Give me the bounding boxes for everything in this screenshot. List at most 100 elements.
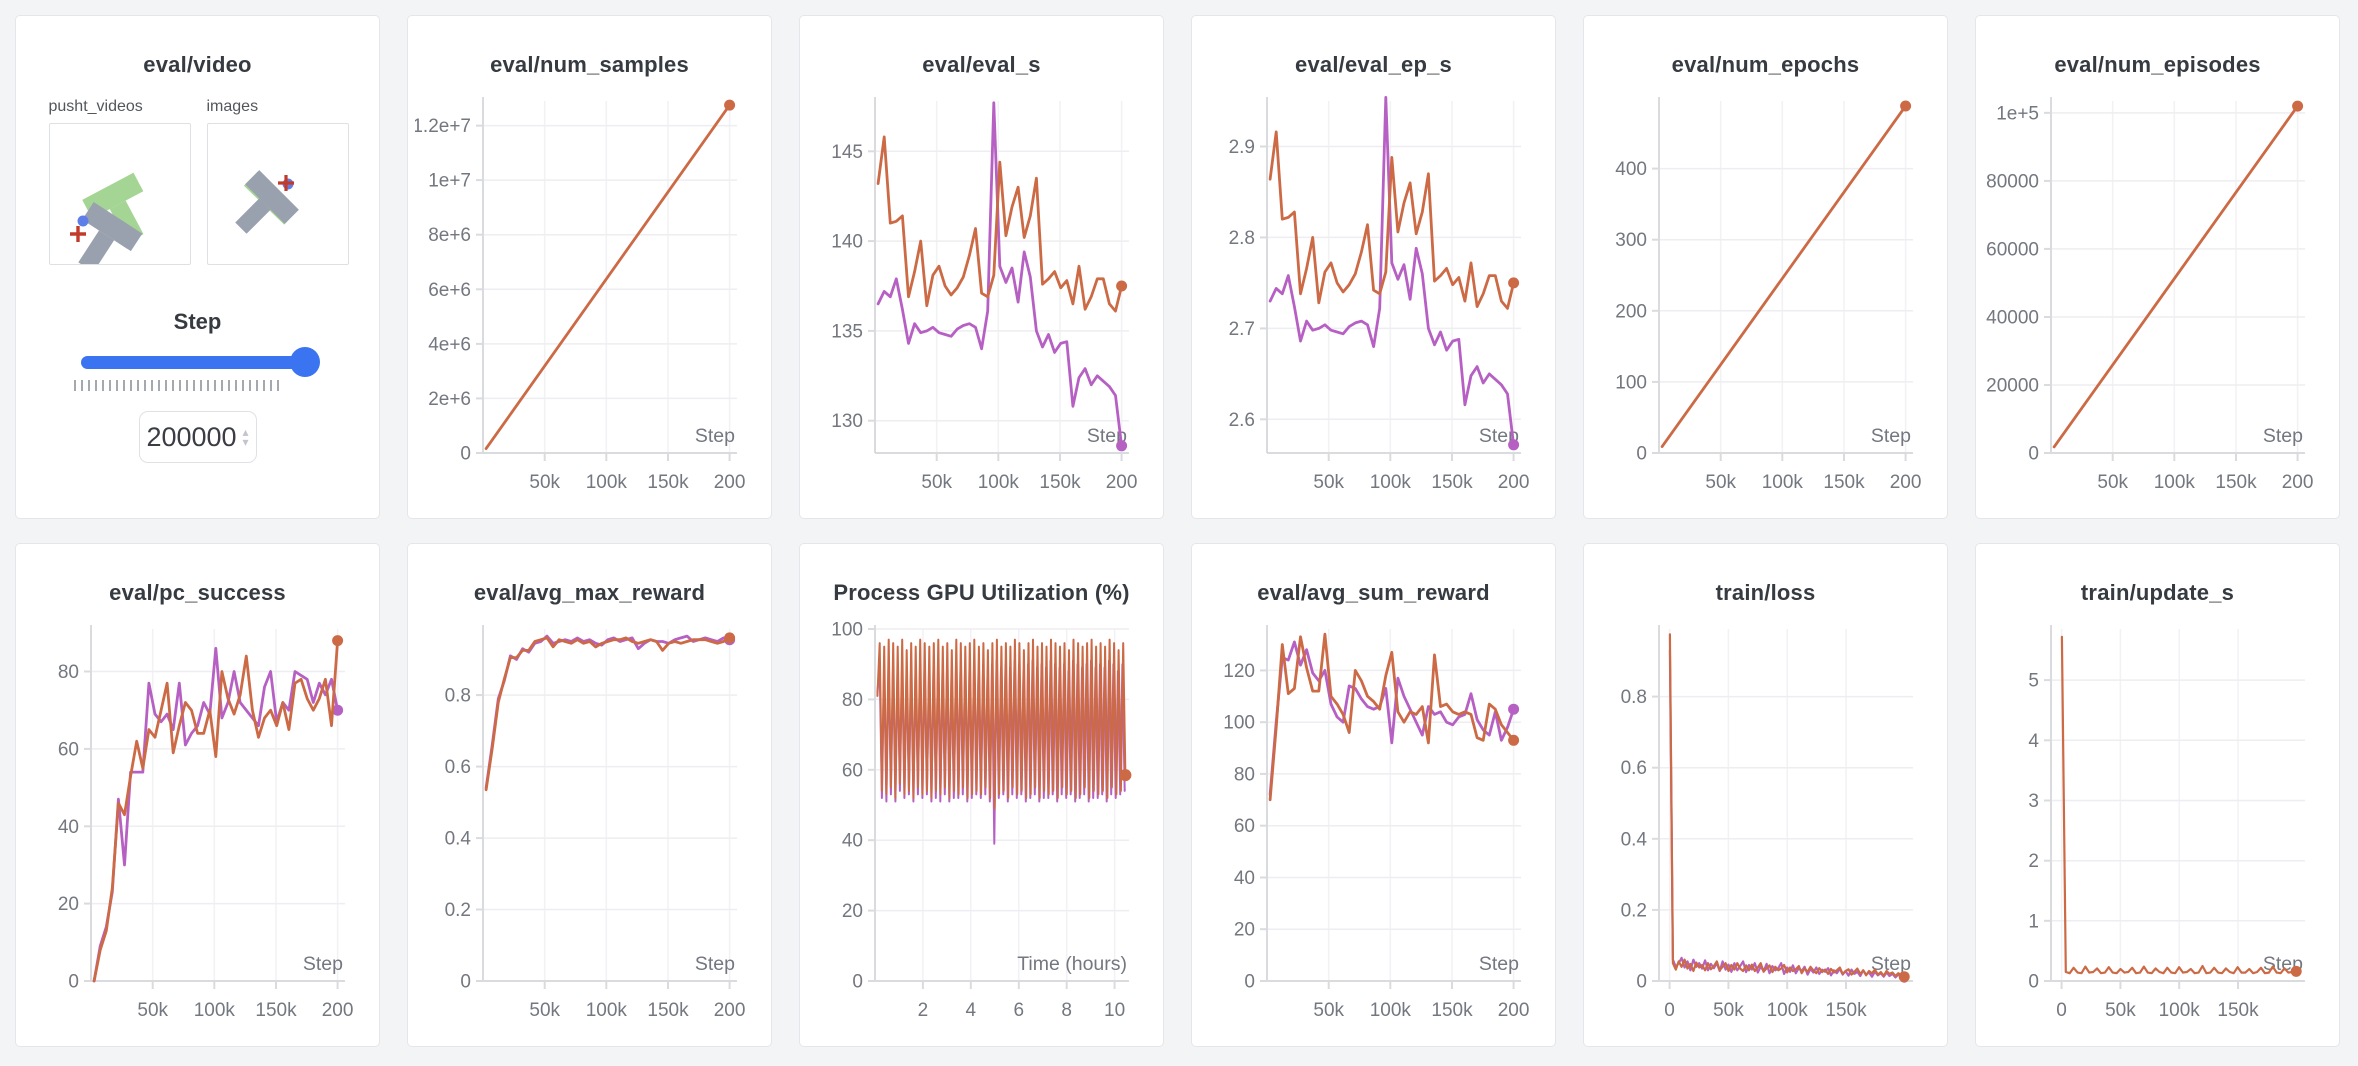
step-slider-label: Step xyxy=(173,309,222,334)
step-slider[interactable] xyxy=(80,347,320,377)
media-images: images xyxy=(206,98,349,265)
chart-panel[interactable]: eval/num_episodes 0 20000 40000 60000 80000 1e… xyxy=(1975,15,2340,519)
chart-title: eval/pc_success xyxy=(109,580,286,605)
y-tick-label: 0 xyxy=(852,972,863,993)
y-tick-label: 1.2e+7 xyxy=(415,116,471,137)
y-tick-label: 400 xyxy=(1615,159,1647,180)
chart-plot[interactable]: 0 20 40 60 80 100 120 50k 100k 150k 200 Step xyxy=(1199,620,1548,1036)
chart-title: eval/eval_s xyxy=(922,52,1041,77)
x-tick-label: 4 xyxy=(966,1000,977,1021)
y-tick-label: 20 xyxy=(1234,920,1255,941)
x-tick-label: 200 xyxy=(1498,1000,1530,1021)
series-line-run-orange xyxy=(484,636,732,792)
x-tick-label: 150k xyxy=(1431,472,1473,493)
chart-panel[interactable]: eval/num_epochs 0 100 200 300 400 50k 100k 150k 2… xyxy=(1583,15,1948,519)
y-tick-label: 0 xyxy=(2028,972,2039,993)
chart-panel[interactable]: eval/avg_sum_reward 0 20 40 60 80 100 120 50k 100… xyxy=(1191,543,1556,1047)
step-slider-thumb[interactable] xyxy=(289,347,320,377)
chart-panel[interactable]: eval/num_samples 0 2e+6 4e+6 6e+6 8e+6 1e+7 1.2… xyxy=(407,15,772,519)
y-tick-label: 0.6 xyxy=(1621,758,1647,779)
y-tick-label: 300 xyxy=(1615,230,1647,251)
images-thumbnail[interactable] xyxy=(206,123,349,265)
series-line-run-orange xyxy=(2052,104,2300,449)
x-tick-label: 150k xyxy=(647,472,689,493)
chart-plot[interactable]: 0 20000 40000 60000 80000 1e+5 50k 100k 150k 200 S… xyxy=(1983,92,2332,508)
x-tick-label: 0 xyxy=(1664,1000,1675,1021)
x-tick-label: 150k xyxy=(1039,472,1081,493)
series-endpoint-dot-run-purple xyxy=(1508,703,1520,715)
x-tick-label: 100k xyxy=(2154,472,2196,493)
y-tick-label: 145 xyxy=(831,142,863,163)
chart-title: train/loss xyxy=(1715,580,1816,605)
axis-label: Step xyxy=(2263,425,2303,447)
y-tick-label: 2.9 xyxy=(1229,137,1255,158)
chart-panel[interactable]: eval/eval_ep_s 2.6 2.7 2.8 2.9 50k 100k 150k 200… xyxy=(1191,15,1556,519)
series-endpoint-dot-run-orange xyxy=(2290,965,2302,977)
y-tick-label: 0 xyxy=(460,972,471,993)
chart-panel[interactable]: eval/eval_s 130 135 140 145 50k 100k 150k 200 Ste… xyxy=(799,15,1164,519)
y-tick-label: 0.2 xyxy=(1621,900,1647,921)
step-input[interactable] xyxy=(139,412,256,462)
axis-label: Time (hours) xyxy=(1017,953,1127,975)
stepper-icons: ▴ ▾ xyxy=(242,425,249,449)
y-tick-label: 4 xyxy=(2028,731,2039,752)
chart-plot[interactable]: 0 20 40 60 80 50k 100k 150k 200 Step xyxy=(23,620,372,1036)
x-tick-label: 50k xyxy=(921,472,952,493)
series-endpoint-dot-run-orange xyxy=(1508,277,1520,289)
axis-label: Step xyxy=(1871,953,1911,975)
y-tick-label: 1 xyxy=(2028,911,2039,932)
y-tick-label: 2.8 xyxy=(1229,228,1255,249)
panel-title: eval/video xyxy=(143,52,252,77)
series-endpoint-dot-run-orange xyxy=(1900,100,1912,112)
y-tick-label: 0 xyxy=(1636,444,1647,465)
video-panel[interactable]: eval/video pusht_videos xyxy=(15,15,380,519)
x-tick-label: 50k xyxy=(2105,1000,2136,1021)
stepper-down-icon[interactable]: ▾ xyxy=(242,435,249,449)
axis-label: Step xyxy=(1087,425,1127,447)
step-slider-track[interactable] xyxy=(80,356,315,369)
chart-plot[interactable]: 0 2e+6 4e+6 6e+6 8e+6 1e+7 1.2e+7 50k 100k 150k 20… xyxy=(415,92,764,508)
x-tick-label: 150k xyxy=(255,1000,297,1021)
y-tick-label: 100 xyxy=(1615,372,1647,393)
y-tick-label: 1e+7 xyxy=(428,171,471,192)
y-tick-label: 130 xyxy=(831,411,863,432)
chart-panel[interactable]: train/loss 0 0.2 0.4 0.6 0.8 0 50k 100k 150k Step xyxy=(1583,543,1948,1047)
x-tick-label: 50k xyxy=(1705,472,1736,493)
y-tick-label: 0 xyxy=(2028,444,2039,465)
chart-title: eval/num_epochs xyxy=(1671,52,1860,77)
axis-label: Step xyxy=(1871,425,1911,447)
chart-plot[interactable]: 130 135 140 145 50k 100k 150k 200 Step xyxy=(807,92,1156,508)
x-tick-label: 50k xyxy=(1313,1000,1344,1021)
stepper-up-icon[interactable]: ▴ xyxy=(242,425,249,439)
chart-plot[interactable]: 0 0.2 0.4 0.6 0.8 0 50k 100k 150k Step xyxy=(1591,620,1940,1036)
x-tick-label: 0 xyxy=(2056,1000,2067,1021)
y-tick-label: 0.4 xyxy=(1621,829,1648,850)
x-tick-label: 200 xyxy=(2282,472,2314,493)
pusht-video-thumbnail[interactable] xyxy=(48,123,191,265)
chart-plot[interactable]: 2.6 2.7 2.8 2.9 50k 100k 150k 200 Step xyxy=(1199,92,1548,508)
chart-plot[interactable]: 0 100 200 300 400 50k 100k 150k 200 Step xyxy=(1591,92,1940,508)
series-line-run-orange xyxy=(1668,633,1906,978)
x-tick-label: 100k xyxy=(1767,1000,1809,1021)
y-tick-label: 40000 xyxy=(1986,308,2039,329)
series-line-run-purple xyxy=(876,101,1124,448)
chart-panel[interactable]: eval/pc_success 0 20 40 60 80 50k 100k 150k 200 St… xyxy=(15,543,380,1047)
chart-panel[interactable]: eval/avg_max_reward 0 0.2 0.4 0.6 0.8 50k 100k 1… xyxy=(407,543,772,1047)
x-tick-label: 150k xyxy=(2215,472,2257,493)
x-tick-label: 200 xyxy=(322,1000,354,1021)
y-tick-label: 40 xyxy=(1234,868,1255,889)
x-tick-label: 100k xyxy=(1370,1000,1412,1021)
y-tick-label: 80 xyxy=(58,662,79,683)
series-endpoint-dot-run-orange xyxy=(724,99,736,111)
chart-panel[interactable]: Process GPU Utilization (%) 0 20 40 60 80 100 2… xyxy=(799,543,1164,1047)
chart-plot[interactable]: 0 20 40 60 80 100 2 4 6 8 10 Time (hours) xyxy=(807,620,1156,1036)
chart-title: eval/avg_max_reward xyxy=(473,580,706,605)
chart-plot[interactable]: 0 0.2 0.4 0.6 0.8 50k 100k 150k 200 Step xyxy=(415,620,764,1036)
y-tick-label: 60 xyxy=(842,760,863,781)
chart-panel[interactable]: train/update_s 0 1 2 3 4 5 0 50k 100k 150k Step xyxy=(1975,543,2340,1047)
gray-tee-shape xyxy=(77,201,142,264)
series-line-run-orange xyxy=(2060,635,2298,975)
chart-title: eval/num_episodes xyxy=(2054,52,2261,77)
